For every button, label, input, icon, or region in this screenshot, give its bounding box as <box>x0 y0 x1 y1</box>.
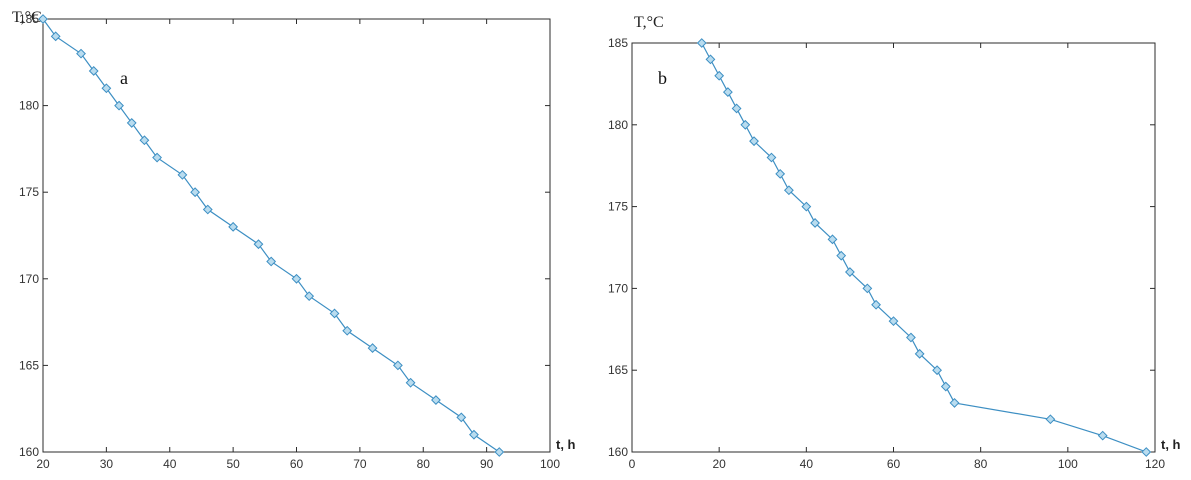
chart-b-x-axis-label: t, h <box>1161 437 1181 452</box>
chart-a-data-point <box>253 239 264 250</box>
chart-b-data-point <box>949 398 960 408</box>
chart-a-data-point <box>202 204 213 215</box>
chart-b-data-point <box>1097 430 1108 441</box>
chart-b-y-tick-label: 165 <box>608 363 628 377</box>
chart-a-data-point <box>392 360 403 371</box>
chart-b-y-axis-label: T,°C <box>634 14 664 31</box>
chart-a-data-point <box>38 14 48 24</box>
chart-b-data-point <box>906 332 916 343</box>
chart-a-y-tick-label: 165 <box>19 358 39 372</box>
chart-b-data-point <box>940 381 951 392</box>
chart-b-data-point <box>827 234 838 245</box>
chart-a-data-point <box>367 343 378 353</box>
chart-b-data-point <box>749 136 759 147</box>
chart-b-y-tick-label: 185 <box>608 36 628 50</box>
chart-a-y-axis-label: T,°C <box>12 9 42 26</box>
chart-a-data-point <box>50 31 61 42</box>
chart-a-data-point <box>76 48 86 59</box>
chart-a-series-line <box>42 18 500 453</box>
chart-a-data-point <box>126 118 137 128</box>
chart-a-x-axis-label: t, h <box>556 437 576 452</box>
chart-b-data-point <box>1045 414 1056 425</box>
chart-a-data-point <box>101 83 112 94</box>
chart-b-data-point <box>914 348 925 359</box>
chart-a-x-tick-label: 80 <box>417 457 431 471</box>
chart-a-y-tick-label: 160 <box>19 445 39 459</box>
chart-b-x-tick-label: 0 <box>629 457 636 471</box>
chart-a-data-point <box>494 447 505 457</box>
chart-b-data-point <box>775 168 786 179</box>
chart-a-data-point <box>190 187 201 198</box>
chart-b-series-line <box>701 42 1147 453</box>
chart-b-data-point <box>740 119 751 130</box>
chart-b-data-point <box>845 267 855 277</box>
chart-a-panel-letter: a <box>120 68 128 88</box>
chart-b-svg: 0 20 40 60 80 100 120 160 165 170 175 180 185 T,°C t, … <box>608 14 1181 471</box>
chart-a-data-point <box>304 291 315 302</box>
chart-b-x-tick-label: 20 <box>712 457 726 471</box>
chart-a-x-tick-label: 40 <box>163 457 177 471</box>
chart-a-x-tick-label: 90 <box>480 457 494 471</box>
chart-a-data-point <box>329 308 340 319</box>
chart-a-data-point <box>405 377 416 388</box>
chart-a-data-point <box>177 169 188 180</box>
chart-b-plot-frame <box>631 42 1156 453</box>
chart-b-panel-letter: b <box>658 68 667 88</box>
chart-b-y-tick-label: 170 <box>608 281 628 295</box>
chart-b-y-tick-label: 175 <box>608 200 628 214</box>
chart-a-x-tick-label: 60 <box>290 457 304 471</box>
chart-b-x-tick-label: 120 <box>1145 457 1165 471</box>
chart-a-data-point <box>228 221 239 232</box>
chart-a-y-tick-label: 170 <box>19 272 39 286</box>
chart-b-x-tick-label: 80 <box>974 457 988 471</box>
chart-a-svg: 20 30 40 50 60 70 80 90 100 160 165 170 175 180 185T,°… <box>12 9 576 471</box>
chart-a-data-point <box>88 66 99 76</box>
chart-b-data-point <box>731 103 742 114</box>
chart-b-data-point <box>836 250 847 261</box>
chart-a-data-point <box>139 135 150 146</box>
chart-a-x-tick-label: 20 <box>36 457 50 471</box>
chart-a-x-tick-label: 30 <box>100 457 114 471</box>
chart-a-y-tick-label: 185 <box>19 12 39 26</box>
chart-b-data-point <box>932 365 942 376</box>
chart-b-x-tick-label: 40 <box>800 457 814 471</box>
chart-a-data-point <box>114 100 124 111</box>
chart-a-x-tick-label: 100 <box>540 457 560 471</box>
chart-b-x-tick-label: 60 <box>887 457 901 471</box>
chart-b-data-point <box>766 152 777 163</box>
chart-b-data-point <box>705 54 716 65</box>
chart-b-data-point <box>810 218 820 228</box>
chart-a-data-point <box>342 325 353 336</box>
chart-panel-b: 0 20 40 60 80 100 120 160 165 170 175 180 185 T,°C t, … <box>596 0 1191 480</box>
chart-b-data-point <box>862 283 873 294</box>
chart-a-data-point <box>431 395 441 405</box>
chart-a-x-tick-label: 50 <box>226 457 240 471</box>
chart-a-data-point <box>266 256 277 267</box>
chart-b-data-point <box>783 185 794 196</box>
chart-b-data-point <box>722 87 733 97</box>
chart-panel-a: 20 30 40 50 60 70 80 90 100 160 165 170 175 180 185 T,°… <box>0 0 590 480</box>
chart-b-data-point <box>1141 447 1152 457</box>
chart-b-x-tick-label: 100 <box>1058 457 1078 471</box>
chart-b-data-point <box>696 38 707 48</box>
chart-a-data-point <box>152 152 162 163</box>
chart-b-data-point <box>801 201 812 212</box>
chart-b-data-point <box>888 316 899 327</box>
chart-a-data-point <box>291 273 302 284</box>
chart-a-y-tick-label: 175 <box>19 185 39 199</box>
chart-b-data-point <box>871 299 881 310</box>
chart-a-data-point <box>456 412 467 423</box>
chart-b-data-point <box>714 70 725 81</box>
chart-a-x-tick-label: 70 <box>353 457 367 471</box>
chart-b-y-tick-label: 160 <box>608 445 628 459</box>
chart-a-data-point <box>469 429 479 440</box>
chart-a-y-tick-label: 180 <box>19 99 39 113</box>
chart-b-y-tick-label: 180 <box>608 118 628 132</box>
